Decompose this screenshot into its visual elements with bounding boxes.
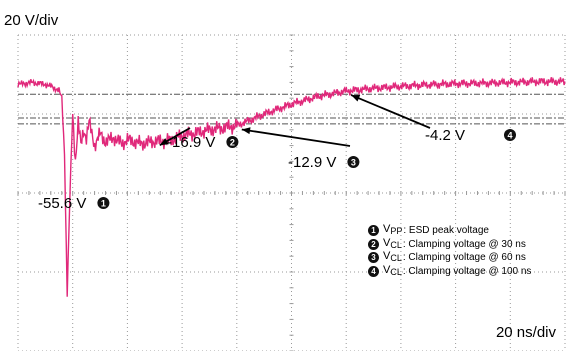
- legend-symbol: VCL: [383, 250, 402, 264]
- legend-item: 2 VCL : Clamping voltage @ 30 ns: [368, 236, 531, 252]
- legend-item: 3 VCL : Clamping voltage @ 60 ns: [368, 250, 531, 265]
- vertical-scale-label: 20 V/div: [4, 12, 59, 29]
- annotation-arrowhead: [241, 127, 251, 135]
- annotation-marker-number: 2: [230, 138, 235, 148]
- annotation-marker-number: 3: [351, 158, 356, 168]
- annotation-label: -4.2 V: [425, 127, 465, 144]
- legend-marker: 2: [368, 238, 379, 250]
- annotation-label: -12.9 V: [288, 154, 336, 171]
- legend-symbol: VCL: [383, 236, 402, 250]
- legend-description: : ESD peak voltage: [403, 225, 489, 237]
- trace-series: [17, 76, 566, 297]
- annotation-arrow: [241, 128, 351, 147]
- legend-item: 4 VCL : Clamping voltage @ 100 ns: [368, 263, 532, 279]
- horizontal-scale-label: 20 ns/div: [495, 324, 556, 341]
- legend-marker: 3: [368, 252, 379, 264]
- annotation-marker-4: [504, 129, 516, 141]
- annotation-label: -16.9 V: [167, 134, 215, 151]
- annotation-marker-number: 1: [101, 199, 106, 209]
- trace-line: [17, 76, 566, 297]
- annotation-arrow: [350, 94, 431, 129]
- annotation-marker-1: [97, 197, 110, 209]
- legend: 1 VPP: ESD peak voltage 2 VCL : Clamping vo…: [368, 223, 532, 279]
- legend-symbol: VCL: [383, 263, 402, 277]
- legend-item: 1 VPP: ESD peak voltage: [368, 223, 531, 238]
- annotations: -55.6 V 1 -16.9 V 2 -12.9 V 3 -4.2 V 4: [38, 94, 516, 212]
- annotation-marker-3: [347, 156, 360, 168]
- annotation-arrowhead: [351, 95, 361, 102]
- annotation-label: -55.6 V: [38, 195, 86, 212]
- annotation-arrowhead: [159, 138, 169, 146]
- annotation-marker-2: [226, 136, 239, 148]
- legend-description: : Clamping voltage @ 30 ns: [402, 238, 526, 250]
- reference-lines: [18, 93, 565, 125]
- legend-marker: 4: [368, 265, 379, 277]
- legend-symbol: VPP: [383, 223, 403, 237]
- legend-description: : Clamping voltage @ 60 ns: [402, 252, 526, 264]
- legend-description: : Clamping voltage @ 100 ns: [402, 265, 532, 277]
- annotation-marker-number: 4: [507, 131, 512, 141]
- legend-marker: 1: [368, 225, 379, 237]
